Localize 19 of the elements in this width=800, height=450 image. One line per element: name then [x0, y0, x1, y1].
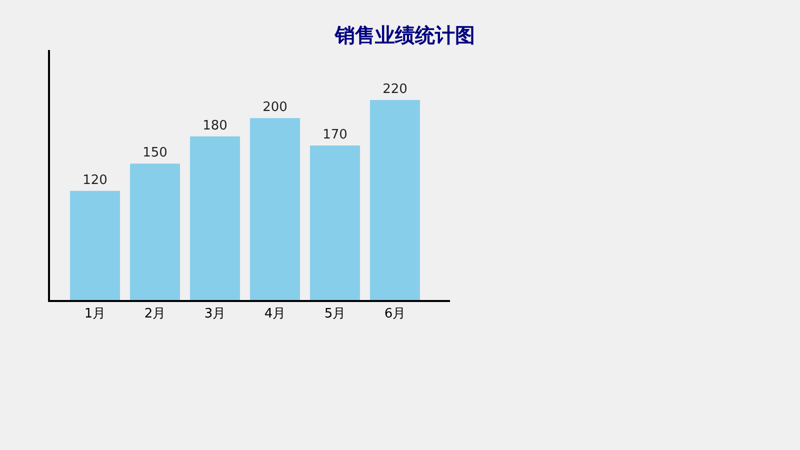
data-label: 120: [82, 172, 108, 188]
data-label: 220: [382, 82, 408, 97]
data-label: 150: [142, 146, 168, 161]
bar: [70, 190, 120, 300]
bar: [250, 118, 300, 300]
bar: [130, 164, 180, 300]
bar: [370, 100, 420, 300]
data-label: 170: [322, 127, 348, 142]
bar: [310, 145, 360, 300]
chart-title: 销售业绩统计图: [334, 23, 475, 47]
x-tick-label: 3月: [204, 306, 226, 322]
bar: [190, 136, 240, 300]
x-tick-label: 1月: [84, 306, 106, 322]
x-tick-label: 5月: [324, 306, 346, 322]
data-label: 200: [262, 100, 288, 116]
x-tick-label: 6月: [384, 306, 406, 322]
data-label: 180: [202, 118, 228, 134]
x-tick-label: 4月: [264, 306, 286, 322]
x-tick-label: 2月: [144, 306, 166, 322]
